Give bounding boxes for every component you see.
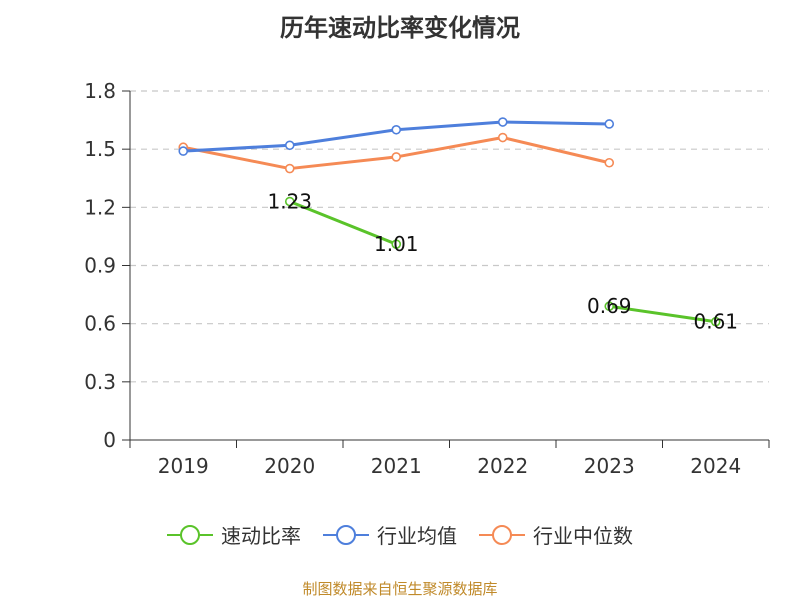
- data-point: [604, 157, 615, 168]
- data-labels: 1.23 1.01 0.69 0.61: [267, 190, 738, 334]
- series-line: [609, 304, 716, 324]
- data-point: [284, 196, 295, 207]
- axes: 0 0.3 0.6 0.9 1.2 1.5 1.8 2019 2020 2021 2022 2023 2…: [84, 79, 770, 478]
- source-footnote: 制图数据来自恒生聚源数据库: [302, 580, 498, 598]
- legend-line-circle-icon: [167, 524, 213, 545]
- x-tick-label: 2020: [264, 454, 315, 478]
- y-tick-label: 0.3: [84, 370, 116, 394]
- data-label: 1.23: [267, 190, 312, 214]
- grid-lines: [130, 90, 769, 383]
- series-industry-average: [178, 117, 615, 156]
- series-industry-median: [178, 132, 615, 174]
- x-tick-label: 2023: [584, 454, 635, 478]
- y-tick-label: 1.8: [84, 79, 116, 103]
- data-point: [604, 301, 615, 312]
- data-label: 1.01: [374, 232, 419, 256]
- y-tick-label: 0: [103, 428, 116, 452]
- legend-item-industry-average[interactable]: 行业均值: [323, 520, 457, 549]
- y-tick-label: 0.6: [84, 312, 116, 336]
- x-tick-label: 2019: [158, 454, 209, 478]
- data-point: [284, 163, 295, 174]
- data-point: [710, 316, 721, 327]
- data-point: [178, 146, 189, 156]
- legend-item-industry-median[interactable]: 行业中位数: [479, 520, 633, 549]
- x-tick-label: 2021: [371, 454, 422, 478]
- legend-label: 行业均值: [377, 524, 457, 548]
- data-label: 0.61: [693, 310, 738, 334]
- data-point: [497, 132, 508, 143]
- legend-item-quick-ratio[interactable]: 速动比率: [167, 520, 301, 549]
- x-tick-label: 2022: [477, 454, 528, 478]
- y-tick-label: 0.9: [84, 254, 116, 278]
- data-point: [391, 152, 402, 162]
- legend-label: 行业中位数: [533, 524, 633, 548]
- data-point: [497, 117, 508, 127]
- data-label: 0.69: [587, 294, 632, 318]
- chart-title: 历年速动比率变化情况: [280, 14, 520, 42]
- x-tick-label: 2024: [690, 454, 741, 478]
- data-point: [391, 239, 402, 249]
- legend: 速动比率 行业均值 行业中位数: [0, 520, 800, 549]
- y-tick-label: 1.5: [84, 137, 116, 161]
- data-point: [284, 140, 295, 151]
- y-tick-label: 1.2: [84, 195, 116, 219]
- series-line: [289, 200, 397, 246]
- data-point: [604, 119, 615, 129]
- series-quick-ratio: [284, 196, 721, 327]
- series: [178, 117, 721, 327]
- legend-label: 速动比率: [221, 524, 301, 548]
- legend-line-circle-icon: [479, 524, 525, 545]
- line-chart: 0 0.3 0.6 0.9 1.2 1.5 1.8 2019 2020 2021 2022 2023 2…: [84, 79, 770, 478]
- legend-line-circle-icon: [323, 524, 369, 545]
- data-point: [391, 124, 402, 135]
